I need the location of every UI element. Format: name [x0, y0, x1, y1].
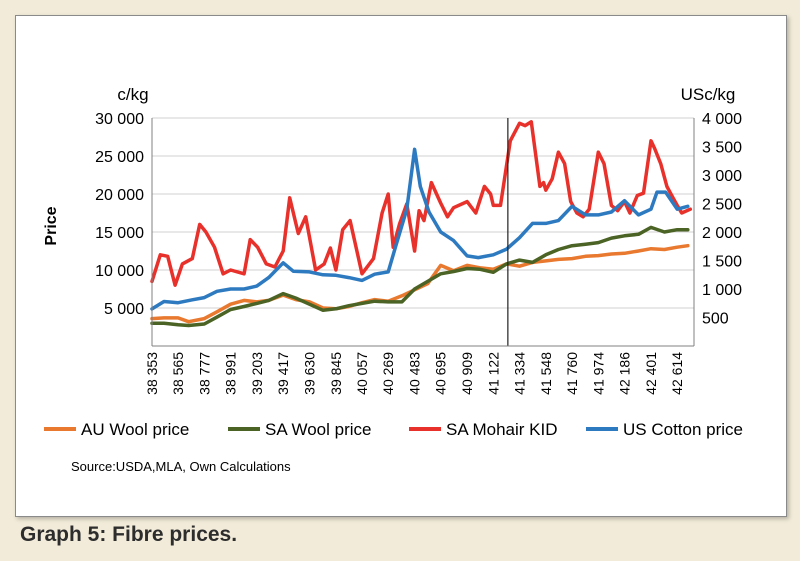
series-line-2: [150, 120, 693, 287]
legend-label: SA Mohair KID: [446, 420, 558, 439]
x-tick-label: 40 057: [354, 352, 370, 395]
left-tick-label: 20 000: [95, 187, 144, 204]
right-tick-label: 1 500: [702, 254, 742, 271]
right-tick-label: 1 000: [702, 282, 742, 299]
right-tick-label: 2 500: [702, 197, 742, 214]
x-tick-label: 39 845: [328, 352, 344, 395]
x-tick-label: 42 186: [616, 352, 632, 395]
x-tick-label: 41 760: [564, 352, 580, 395]
figure-caption: Graph 5: Fibre prices.: [20, 523, 238, 546]
fibre-price-chart: 5 000 10 000 15 000 20 000 25 000 30 000 500 1…: [43, 85, 743, 474]
x-tick-label: 40 695: [433, 352, 449, 395]
y-axis-label: Price: [43, 206, 60, 245]
x-tick-label: 38 991: [223, 352, 239, 395]
source-note: Source:USDA,MLA, Own Calculations: [71, 459, 291, 474]
x-tick-label: 39 203: [249, 352, 265, 395]
left-tick-label: 15 000: [95, 225, 144, 242]
chart-frame: 5 000 10 000 15 000 20 000 25 000 30 000 500 1…: [15, 15, 787, 517]
left-tick-label: 25 000: [95, 149, 144, 166]
x-tick-label: 40 909: [459, 352, 475, 395]
right-axis-unit: USc/kg: [681, 85, 736, 104]
legend-label: SA Wool price: [265, 420, 371, 439]
left-axis-unit: c/kg: [117, 85, 148, 104]
right-tick-label: 3 000: [702, 168, 742, 185]
left-tick-label: 30 000: [95, 111, 144, 128]
x-tick-label: 41 548: [538, 352, 554, 395]
right-tick-label: 3 500: [702, 140, 742, 157]
left-tick-label: 5 000: [104, 301, 144, 318]
legend-label: AU Wool price: [81, 420, 189, 439]
series-line-3: [150, 147, 690, 311]
x-tick-label: 41 974: [590, 352, 606, 395]
x-tick-label: 41 122: [485, 352, 501, 395]
right-tick-label: 4 000: [702, 111, 742, 128]
x-tick-label: 40 483: [407, 352, 423, 395]
x-tick-label: 40 269: [380, 352, 396, 395]
right-tick-label: 2 000: [702, 225, 742, 242]
legend-label: US Cotton price: [623, 420, 743, 439]
x-tick-label: 38 565: [170, 352, 186, 395]
series-line-1: [150, 225, 690, 328]
x-tick-label: 41 334: [511, 352, 527, 395]
x-tick-label: 38 353: [144, 352, 160, 395]
x-tick-label: 39 417: [275, 352, 291, 395]
x-tick-label: 42 614: [669, 352, 685, 395]
x-tick-label: 42 401: [643, 352, 659, 395]
left-tick-label: 10 000: [95, 263, 144, 280]
x-tick-label: 38 777: [196, 352, 212, 395]
right-tick-label: 500: [702, 311, 729, 328]
x-tick-label: 39 630: [301, 352, 317, 395]
